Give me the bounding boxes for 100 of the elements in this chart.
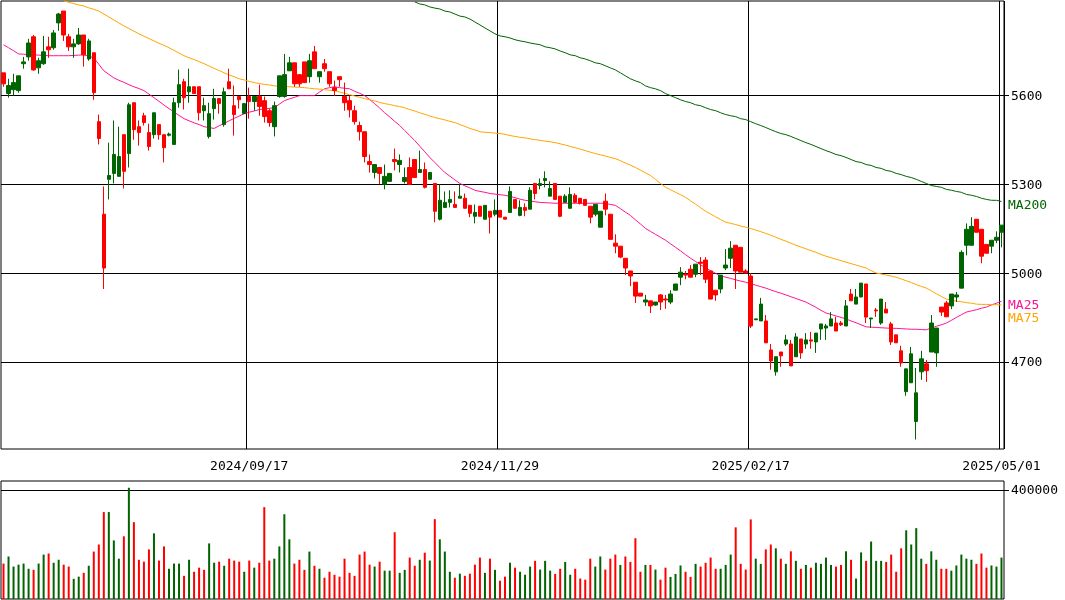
- candlestick: [402, 166, 407, 184]
- bar: [323, 577, 326, 599]
- bar: [478, 557, 481, 599]
- bar: [283, 514, 286, 599]
- candlestick: [784, 334, 788, 347]
- bar: [42, 554, 45, 599]
- bar: [368, 564, 371, 599]
- bar: [744, 569, 747, 599]
- bar: [7, 556, 10, 599]
- bar: [729, 554, 732, 599]
- bar: [132, 522, 135, 599]
- bar: [754, 558, 757, 599]
- bar: [448, 571, 451, 599]
- bar: [488, 558, 491, 599]
- candlestick: [207, 102, 211, 140]
- bar: [995, 566, 998, 599]
- bar: [193, 571, 196, 599]
- bar: [183, 575, 186, 599]
- candlestick: [764, 314, 768, 344]
- candlestick: [187, 68, 191, 104]
- bar: [198, 567, 201, 599]
- bar: [62, 564, 65, 599]
- candlestick: [26, 38, 31, 62]
- bar: [809, 567, 812, 599]
- candlestick: [227, 68, 231, 90]
- bar: [709, 557, 712, 599]
- bar: [403, 569, 406, 599]
- bar: [147, 549, 150, 599]
- bar: [719, 568, 722, 599]
- bar: [544, 560, 547, 599]
- candlestick: [794, 332, 798, 358]
- candlestick: [628, 270, 633, 287]
- candlestick: [81, 34, 86, 68]
- candlestick: [31, 34, 36, 72]
- bar: [779, 558, 782, 599]
- candlestick: [332, 80, 337, 97]
- candlestick: [307, 53, 312, 84]
- bar: [12, 566, 15, 599]
- bar: [759, 563, 762, 599]
- candlestick: [799, 338, 803, 360]
- bar: [32, 569, 35, 599]
- bar: [679, 565, 682, 599]
- candlestick: [769, 343, 773, 371]
- bar: [824, 557, 827, 599]
- bar: [654, 569, 657, 599]
- bar: [473, 564, 476, 599]
- candlestick: [774, 356, 778, 377]
- bar: [203, 569, 206, 599]
- bar: [549, 570, 552, 599]
- bar: [218, 561, 221, 599]
- bar: [965, 558, 968, 599]
- candlestick: [232, 85, 236, 137]
- bar: [865, 560, 868, 599]
- candlestick: [372, 164, 377, 179]
- bar: [358, 554, 361, 599]
- bar: [604, 569, 607, 599]
- bar: [945, 568, 948, 599]
- candlestick: [789, 339, 793, 367]
- y-tick-label: 4700: [1011, 354, 1043, 370]
- bar: [664, 567, 667, 599]
- bar: [308, 551, 311, 599]
- series-label: MA25: [1008, 297, 1040, 313]
- candlestick: [122, 134, 126, 189]
- series-label: MA200: [1008, 197, 1048, 213]
- candlestick: [56, 12, 61, 32]
- candlestick: [814, 332, 818, 354]
- bar: [208, 543, 211, 599]
- bar: [960, 554, 963, 599]
- bar: [704, 562, 707, 599]
- candlestick: [222, 87, 226, 128]
- bar: [378, 561, 381, 599]
- bar: [699, 566, 702, 599]
- bar: [829, 564, 832, 599]
- bar: [313, 565, 316, 599]
- bar: [574, 568, 577, 599]
- bar: [117, 558, 120, 599]
- candlestick: [21, 56, 26, 70]
- bar: [293, 563, 296, 599]
- candlestick: [914, 367, 918, 441]
- bar: [398, 572, 401, 599]
- candlestick: [869, 317, 873, 329]
- candlestick: [392, 148, 397, 171]
- bar: [47, 553, 50, 599]
- bar: [463, 575, 466, 599]
- bar: [438, 539, 441, 599]
- bar: [579, 578, 582, 599]
- bar: [303, 569, 306, 599]
- candlestick: [458, 183, 462, 199]
- bar: [142, 561, 145, 599]
- bar: [649, 564, 652, 599]
- bar: [629, 561, 632, 599]
- bar: [885, 561, 888, 599]
- bar: [258, 562, 261, 599]
- bar: [233, 560, 236, 599]
- bar: [594, 566, 597, 599]
- bar: [734, 527, 737, 599]
- bar: [343, 558, 346, 599]
- candlestick: [87, 38, 91, 62]
- bar: [619, 564, 622, 599]
- bar: [338, 576, 341, 599]
